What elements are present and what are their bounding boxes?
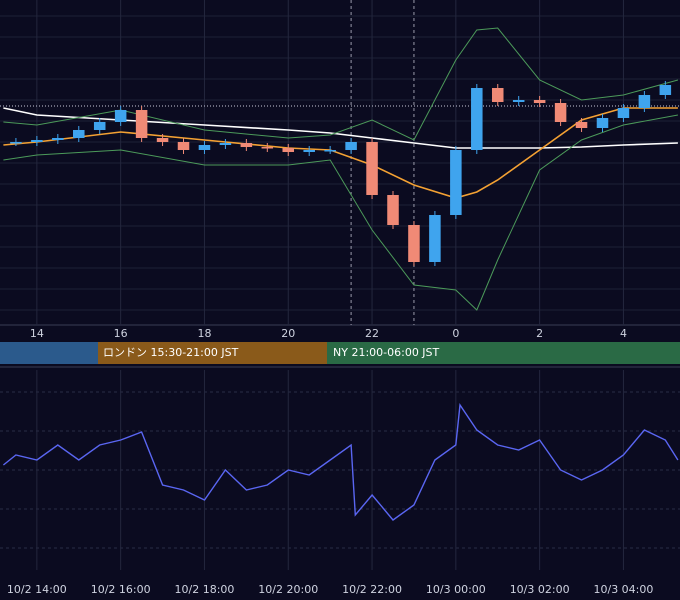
session-box [98, 342, 327, 364]
candle-body [156, 138, 169, 142]
x-tick-label: 0 [452, 327, 459, 340]
indicator-line [3, 107, 678, 199]
candle-body [324, 150, 336, 152]
candle-body [282, 148, 295, 152]
candle-body [219, 143, 232, 145]
x-tick-label: 20 [281, 327, 295, 340]
x-tick-label: 10/2 14:00 [7, 583, 67, 596]
candle-body [73, 130, 85, 138]
grid [0, 15, 680, 549]
candle-body [512, 100, 525, 102]
candle-body [10, 142, 22, 144]
indicator-line [3, 114, 678, 311]
x-tick-label: 14 [30, 327, 44, 340]
candle-body [198, 145, 211, 150]
indicator-line [3, 107, 678, 149]
x-tick-label: 10/2 18:00 [175, 583, 235, 596]
candle-body [31, 140, 43, 142]
candle-body [303, 150, 315, 152]
session-label: ロンドン 15:30-21:00 JST [103, 346, 239, 359]
candle-body [387, 195, 399, 225]
session-label: NY 21:00-06:00 JST [333, 346, 440, 359]
candle-body [533, 100, 546, 103]
x-tick-label: 10/3 04:00 [593, 583, 653, 596]
x-tick-label: 18 [197, 327, 211, 340]
indicator-line [3, 27, 679, 141]
x-tick-label: 10/3 00:00 [426, 583, 486, 596]
candle-body [177, 142, 190, 150]
candle-body [471, 88, 483, 150]
candle-body [93, 122, 106, 130]
x-tick-label: 10/3 02:00 [510, 583, 570, 596]
candle-body [554, 103, 567, 122]
x-tick-label: 2 [536, 327, 543, 340]
candle-body [135, 110, 148, 138]
candle-body [408, 225, 420, 262]
x-tick-label: 10/2 16:00 [91, 583, 151, 596]
x-tick-label: 16 [114, 327, 128, 340]
oscillator-line [2, 403, 679, 521]
candle-body [429, 215, 441, 262]
candle-body [659, 85, 672, 95]
session-box [0, 342, 98, 364]
candle-body [261, 147, 274, 149]
candle-body [596, 118, 609, 128]
candle-body [638, 95, 651, 108]
candle-body [575, 122, 588, 128]
candle-body [617, 108, 630, 118]
x-tick-label: 22 [365, 327, 379, 340]
x-tick-label: 4 [620, 327, 627, 340]
candle-body [114, 110, 127, 122]
candle-body [52, 138, 64, 140]
x-tick-label: 10/2 20:00 [258, 583, 318, 596]
session-box [327, 342, 680, 364]
candle-body [240, 143, 253, 147]
candle-body [345, 142, 357, 150]
candle-body [450, 150, 462, 215]
candle-body [366, 142, 378, 195]
candle-body [491, 88, 504, 102]
x-tick-label: 10/2 22:00 [342, 583, 402, 596]
